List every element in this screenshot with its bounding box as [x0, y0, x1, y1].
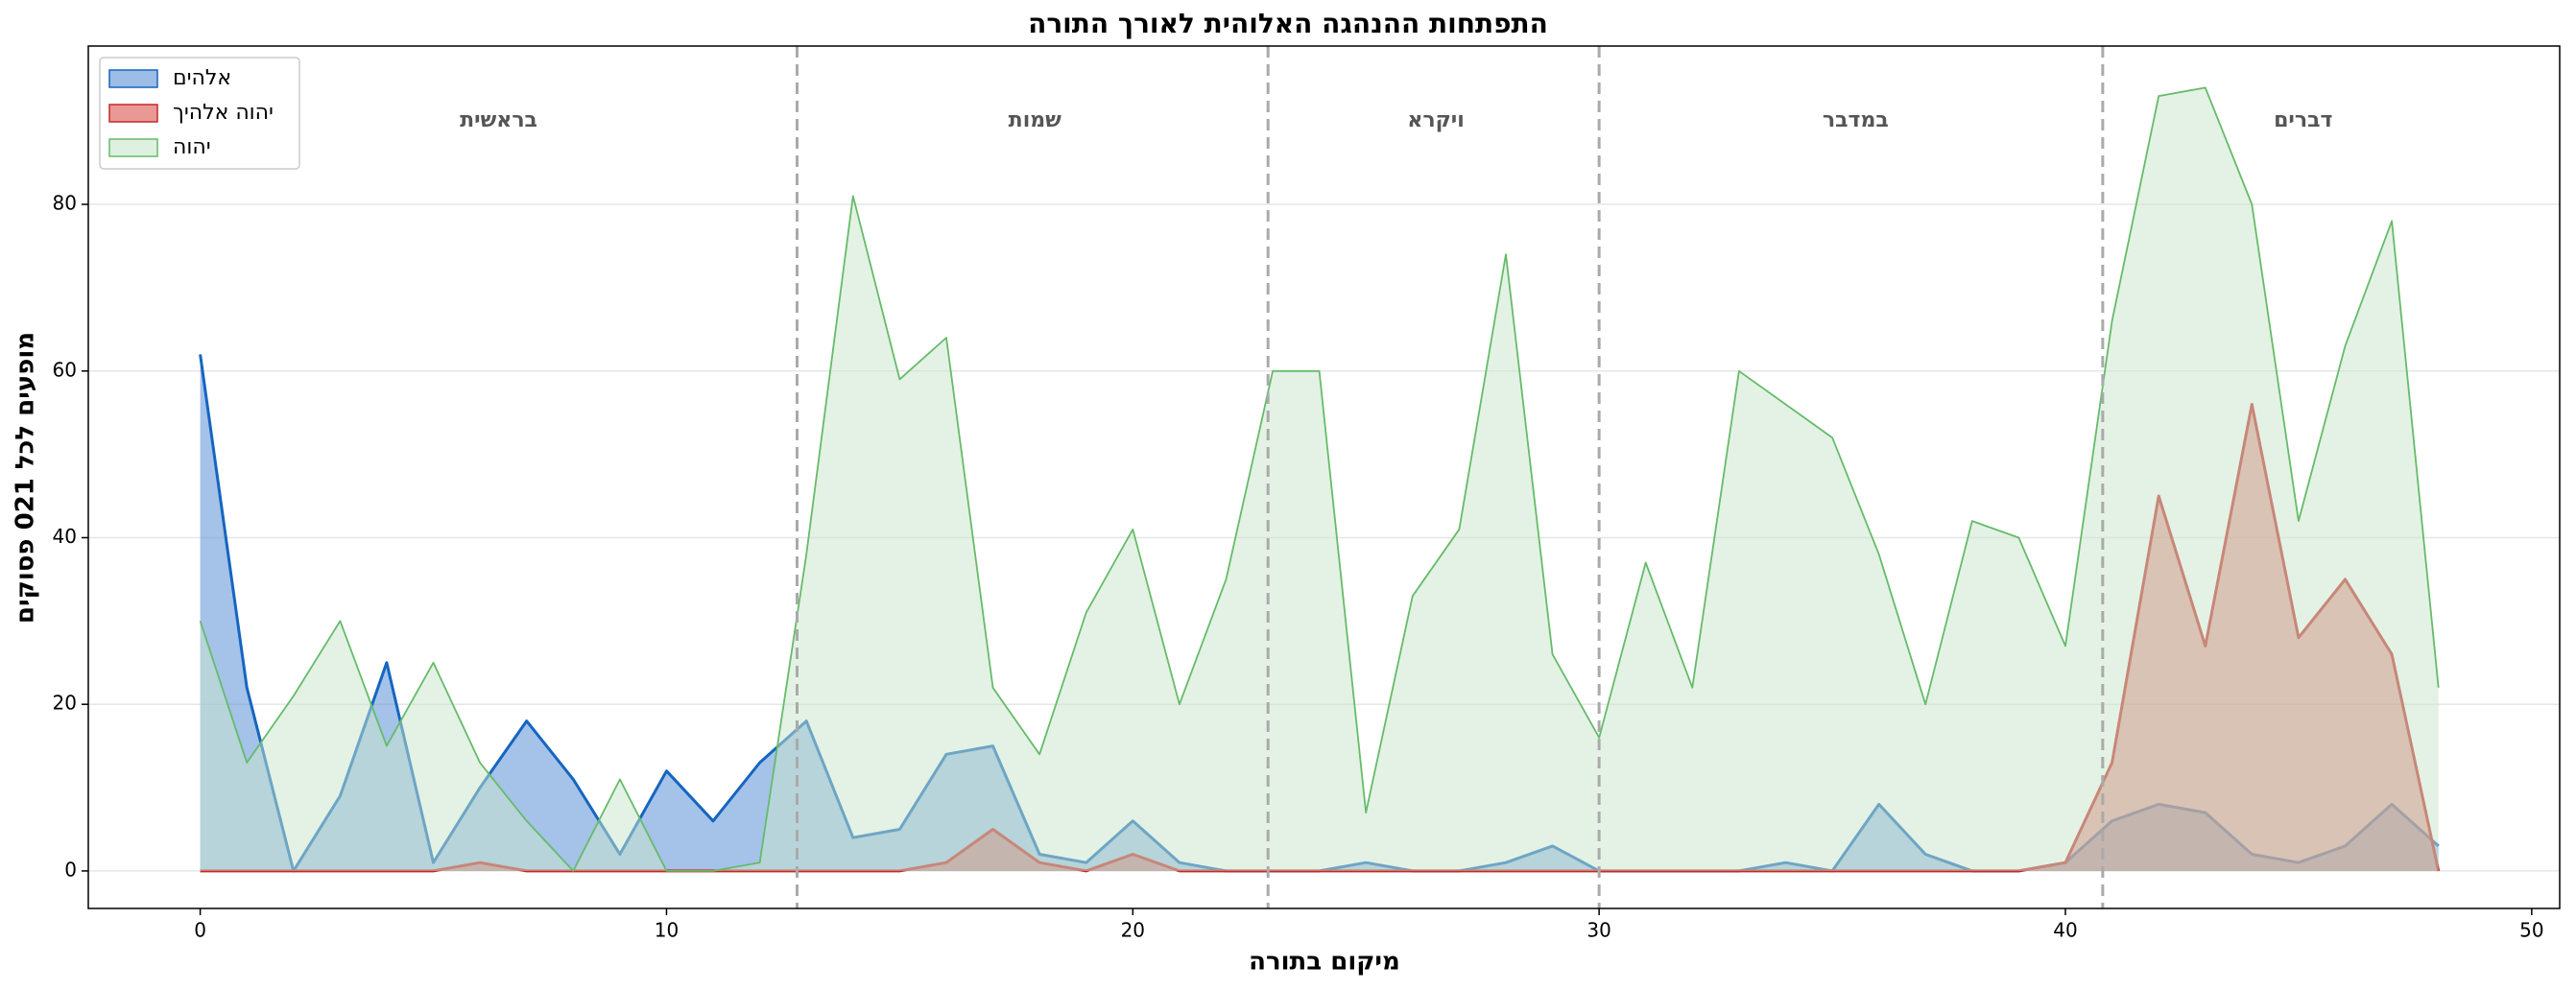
book-label: בראשית — [460, 108, 537, 132]
chart-title: התפתחות ההנהגה האלוהית לאורך התורה — [1028, 8, 1548, 39]
y-axis-label: מופעים לכל 021 פסוקים — [12, 332, 40, 624]
x-tick-label: 0 — [194, 919, 206, 942]
x-tick-label: 10 — [655, 919, 679, 942]
area-fill — [200, 87, 2439, 871]
book-label: ויקרא — [1407, 108, 1465, 132]
plot-frame — [87, 45, 2561, 909]
x-tick-label: 50 — [2519, 919, 2543, 942]
book-label: במדבר — [1823, 108, 1889, 132]
legend-swatch — [108, 104, 158, 123]
legend-label: יהוה אלהיך — [173, 101, 274, 125]
x-tick-label: 40 — [2053, 919, 2077, 942]
legend-label: יהוה — [173, 135, 211, 159]
legend-swatch — [108, 138, 158, 157]
legend-swatch — [108, 69, 158, 88]
book-label: דברים — [2274, 108, 2332, 132]
x-tick-label: 20 — [1121, 919, 1145, 942]
x-axis-label: מיקום בתורה — [1249, 948, 1400, 977]
book-label: שמות — [1009, 108, 1062, 132]
series-line — [199, 86, 2440, 872]
y-tick-label: 40 — [53, 525, 77, 548]
x-tick-label: 30 — [1586, 919, 1610, 942]
y-tick-label: 0 — [64, 858, 77, 881]
legend-label: אלהים — [173, 66, 231, 90]
y-tick-label: 80 — [53, 192, 77, 215]
y-tick-label: 60 — [53, 358, 77, 381]
y-tick-label: 20 — [53, 692, 77, 715]
